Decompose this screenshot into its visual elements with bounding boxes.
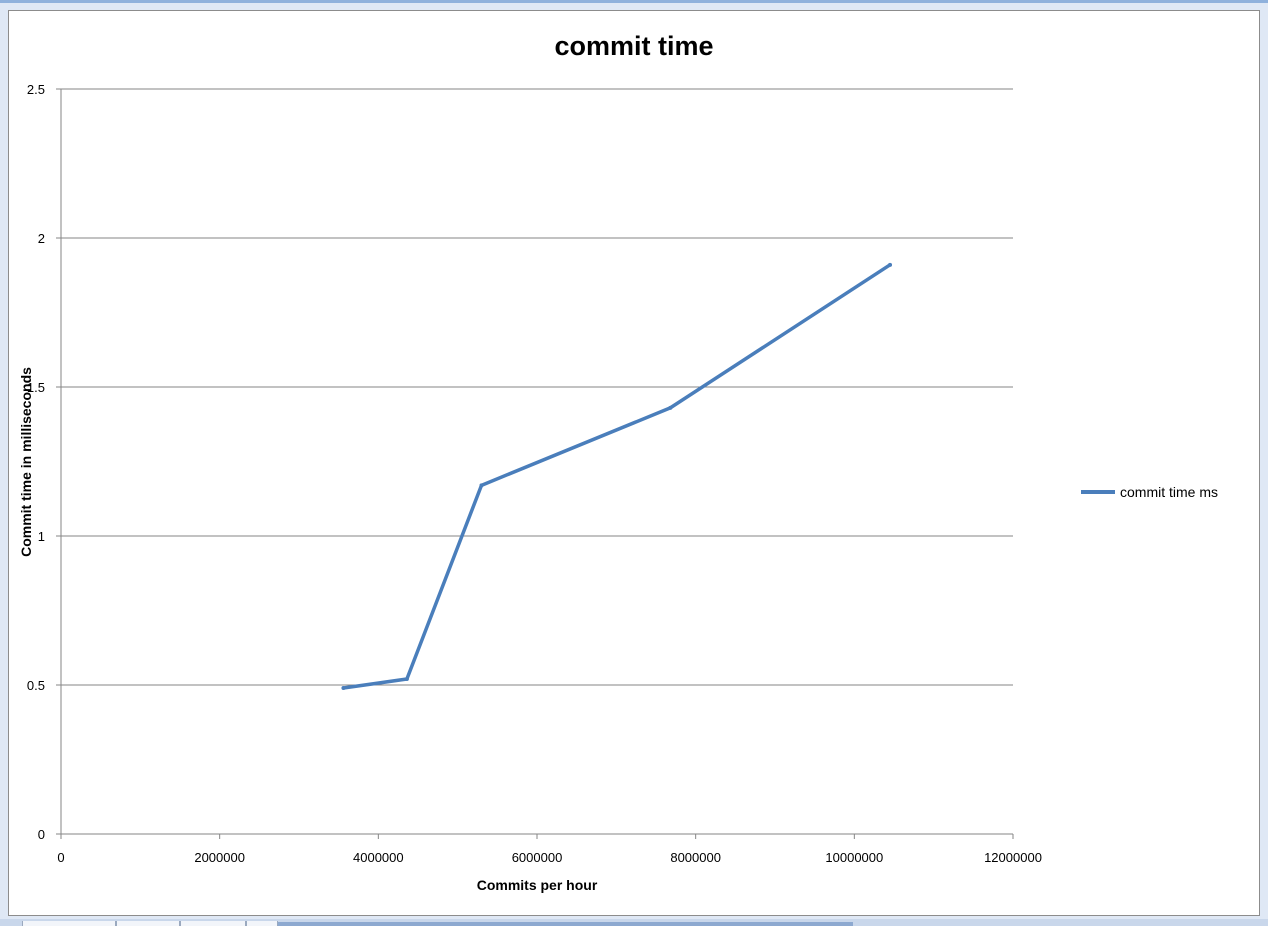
legend[interactable]: commit time ms: [1081, 484, 1218, 500]
sheet-tab[interactable]: [180, 921, 246, 926]
sheet-tab[interactable]: [246, 921, 278, 926]
x-tick-label: 12000000: [984, 850, 1042, 865]
x-tick-label: 6000000: [512, 850, 563, 865]
sheet-tab[interactable]: [116, 921, 180, 926]
data-point[interactable]: [404, 677, 409, 682]
y-tick-label: 0.5: [27, 678, 45, 693]
window-top-border: [0, 0, 1268, 3]
x-tick-label: 2000000: [194, 850, 245, 865]
gridlines: [61, 88, 1013, 686]
x-tick-label: 10000000: [825, 850, 883, 865]
legend-label: commit time ms: [1120, 484, 1218, 500]
horizontal-scrollbar[interactable]: [278, 922, 853, 926]
y-axis-ticks: 0 0.5 1 1.5 2 2.5: [27, 82, 61, 842]
x-tick-label: 8000000: [670, 850, 721, 865]
x-axis-ticks: 0 2000000 4000000 6000000 8000000 10000000 120…: [57, 834, 1042, 865]
x-axis-title: Commits per hour: [477, 877, 598, 893]
data-point[interactable]: [479, 483, 484, 488]
y-axis-title: Commit time in milliseconds: [18, 367, 34, 557]
y-tick-label: 1.5: [27, 380, 45, 395]
sheet-tab[interactable]: [22, 921, 116, 926]
y-tick-label: 0: [38, 827, 45, 842]
x-tick-label: 0: [57, 850, 64, 865]
data-point[interactable]: [668, 405, 673, 410]
data-point[interactable]: [341, 685, 346, 690]
y-tick-label: 2.5: [27, 82, 45, 97]
x-tick-label: 4000000: [353, 850, 404, 865]
y-tick-label: 1: [38, 529, 45, 544]
data-point[interactable]: [888, 262, 893, 267]
chart-area[interactable]: [8, 10, 1260, 916]
sheet-tab-bar: [0, 919, 1268, 926]
series-line[interactable]: [341, 263, 892, 690]
plot-area[interactable]: [341, 262, 893, 690]
y-tick-label: 2: [38, 231, 45, 246]
chart-title: commit time: [554, 31, 713, 61]
